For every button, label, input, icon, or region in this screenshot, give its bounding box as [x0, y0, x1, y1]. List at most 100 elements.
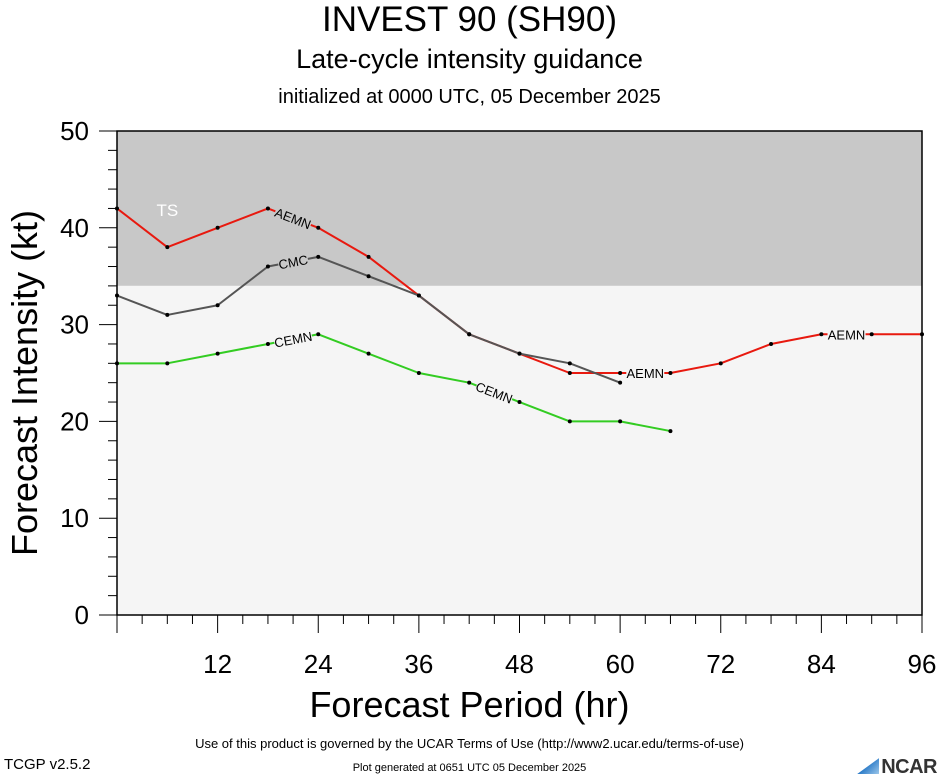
series-aemn-segment	[670, 362, 721, 374]
ncar-logo: NCAR	[857, 756, 937, 779]
series-cemn-segment	[619, 420, 671, 433]
series-aemn-label-bg	[626, 365, 665, 381]
series-aemn-point	[769, 341, 774, 346]
series-aemn-point	[215, 225, 220, 230]
series-aemn-label-text: AEMN	[627, 366, 665, 381]
y-tick-label: 20	[60, 406, 89, 436]
terms-of-use: Use of this product is governed by the U…	[195, 736, 744, 751]
series-cmc-segment	[418, 294, 470, 336]
series-aemn-segment	[720, 343, 772, 365]
series-aemn-point	[869, 332, 874, 337]
series-aemn-point	[618, 371, 623, 375]
series-cmc-segment	[519, 352, 571, 365]
series-cemn-label-bg	[272, 327, 314, 351]
series-cmc-point	[215, 303, 220, 308]
series-aemn-point	[819, 332, 824, 337]
series-cmc-segment	[468, 333, 520, 355]
series-aemn-point	[265, 206, 270, 211]
series-cemn-segment	[217, 342, 269, 355]
series-cmc-label-text: CMC	[277, 252, 309, 272]
series-cemn-point	[567, 419, 572, 424]
series-cmc-segment	[368, 275, 420, 297]
series-cemn-segment	[317, 333, 369, 355]
x-tick-label: 60	[606, 649, 635, 679]
version-label: TCGP v2.5.2	[4, 756, 91, 773]
chart-subtitle: Late-cycle intensity guidance	[296, 44, 643, 74]
series-cemn-point	[416, 371, 421, 375]
x-axis-label: Forecast Period (hr)	[309, 684, 629, 725]
intensity-band-0	[117, 131, 922, 286]
series-aemn-point	[668, 371, 673, 375]
series-cmc-segment	[116, 294, 168, 316]
y-tick-label: 0	[75, 600, 89, 630]
chart-title: INVEST 90 (SH90)	[321, 0, 618, 39]
series-cmc-segment	[569, 362, 621, 384]
init-line: initialized at 0000 UTC, 05 December 202…	[278, 86, 661, 108]
y-tick-label: 30	[60, 310, 89, 340]
band-label-ts: TS	[156, 201, 178, 220]
x-tick-label: 48	[505, 649, 534, 679]
series-aemn-label-text: AEMN	[828, 327, 866, 342]
series-aemn-point	[366, 254, 371, 259]
series-aemn-segment	[519, 352, 571, 374]
series-cemn-point	[165, 361, 170, 366]
series-cemn-label-bg	[473, 378, 515, 407]
series-cmc-point	[567, 361, 572, 366]
y-axis-label: Forecast Intensity (kt)	[4, 210, 45, 556]
series-cemn-point	[265, 341, 270, 346]
series-cemn-segment	[368, 352, 420, 374]
y-tick-label: 10	[60, 503, 89, 533]
series-aemn-label-bg	[272, 203, 314, 233]
y-tick-label: 50	[60, 116, 89, 146]
series-cemn-point	[517, 400, 522, 405]
series-cmc-segment	[317, 255, 369, 278]
ncar-logo-icon	[857, 758, 880, 774]
series-cmc-point	[517, 351, 522, 356]
series-aemn-point	[316, 225, 321, 230]
series-aemn-segment	[217, 207, 269, 229]
series-aemn-label-bg	[827, 326, 866, 343]
series-aemn-point	[567, 371, 572, 375]
series-cmc-point	[366, 274, 371, 279]
x-tick-label: 96	[908, 649, 937, 679]
series-cmc-segment	[217, 265, 269, 307]
series-cemn-segment	[519, 401, 571, 423]
generated-timestamp: Plot generated at 0651 UTC 05 December 2…	[352, 762, 587, 774]
y-tick-label: 40	[60, 213, 89, 243]
series-aemn-segment	[166, 226, 218, 249]
series-cemn-point	[366, 351, 371, 356]
series-cemn-point	[467, 380, 472, 385]
x-tick-label: 84	[807, 649, 836, 679]
series-cmc-label: CMC	[276, 250, 310, 273]
series-cemn-point	[215, 351, 220, 356]
series-aemn-label: AEMN	[626, 365, 665, 381]
series-cmc-point	[316, 254, 321, 259]
series-cmc-point	[265, 264, 270, 269]
series-cemn-segment	[418, 372, 470, 384]
x-tick-label: 36	[404, 649, 433, 679]
series-aemn-label: AEMN	[827, 326, 866, 343]
series-aemn-point	[165, 245, 170, 250]
x-tick-label: 12	[203, 649, 232, 679]
series-cemn-point	[316, 332, 321, 337]
series-cemn-label: CEMN	[272, 327, 314, 351]
series-aemn-point	[718, 361, 723, 366]
series-aemn-segment	[317, 226, 370, 258]
x-tick-label: 24	[304, 649, 333, 679]
series-aemn-segment	[116, 207, 168, 248]
series-cmc-point	[416, 293, 421, 298]
series-aemn-segment	[367, 256, 420, 297]
series-cmc-point	[165, 312, 170, 317]
series-cmc-point	[467, 332, 472, 337]
series-cemn-point	[618, 419, 623, 424]
series-aemn-segment	[770, 333, 822, 345]
series-cmc-segment	[167, 304, 218, 316]
series-cemn-point	[668, 429, 673, 434]
series-cemn-label-text: CEMN	[273, 329, 313, 351]
intensity-band-1	[117, 285, 922, 615]
series-cmc-label-bg	[276, 250, 310, 273]
series-cemn-segment	[167, 352, 218, 365]
x-tick-label: 72	[706, 649, 735, 679]
series-cmc-point	[618, 380, 623, 385]
